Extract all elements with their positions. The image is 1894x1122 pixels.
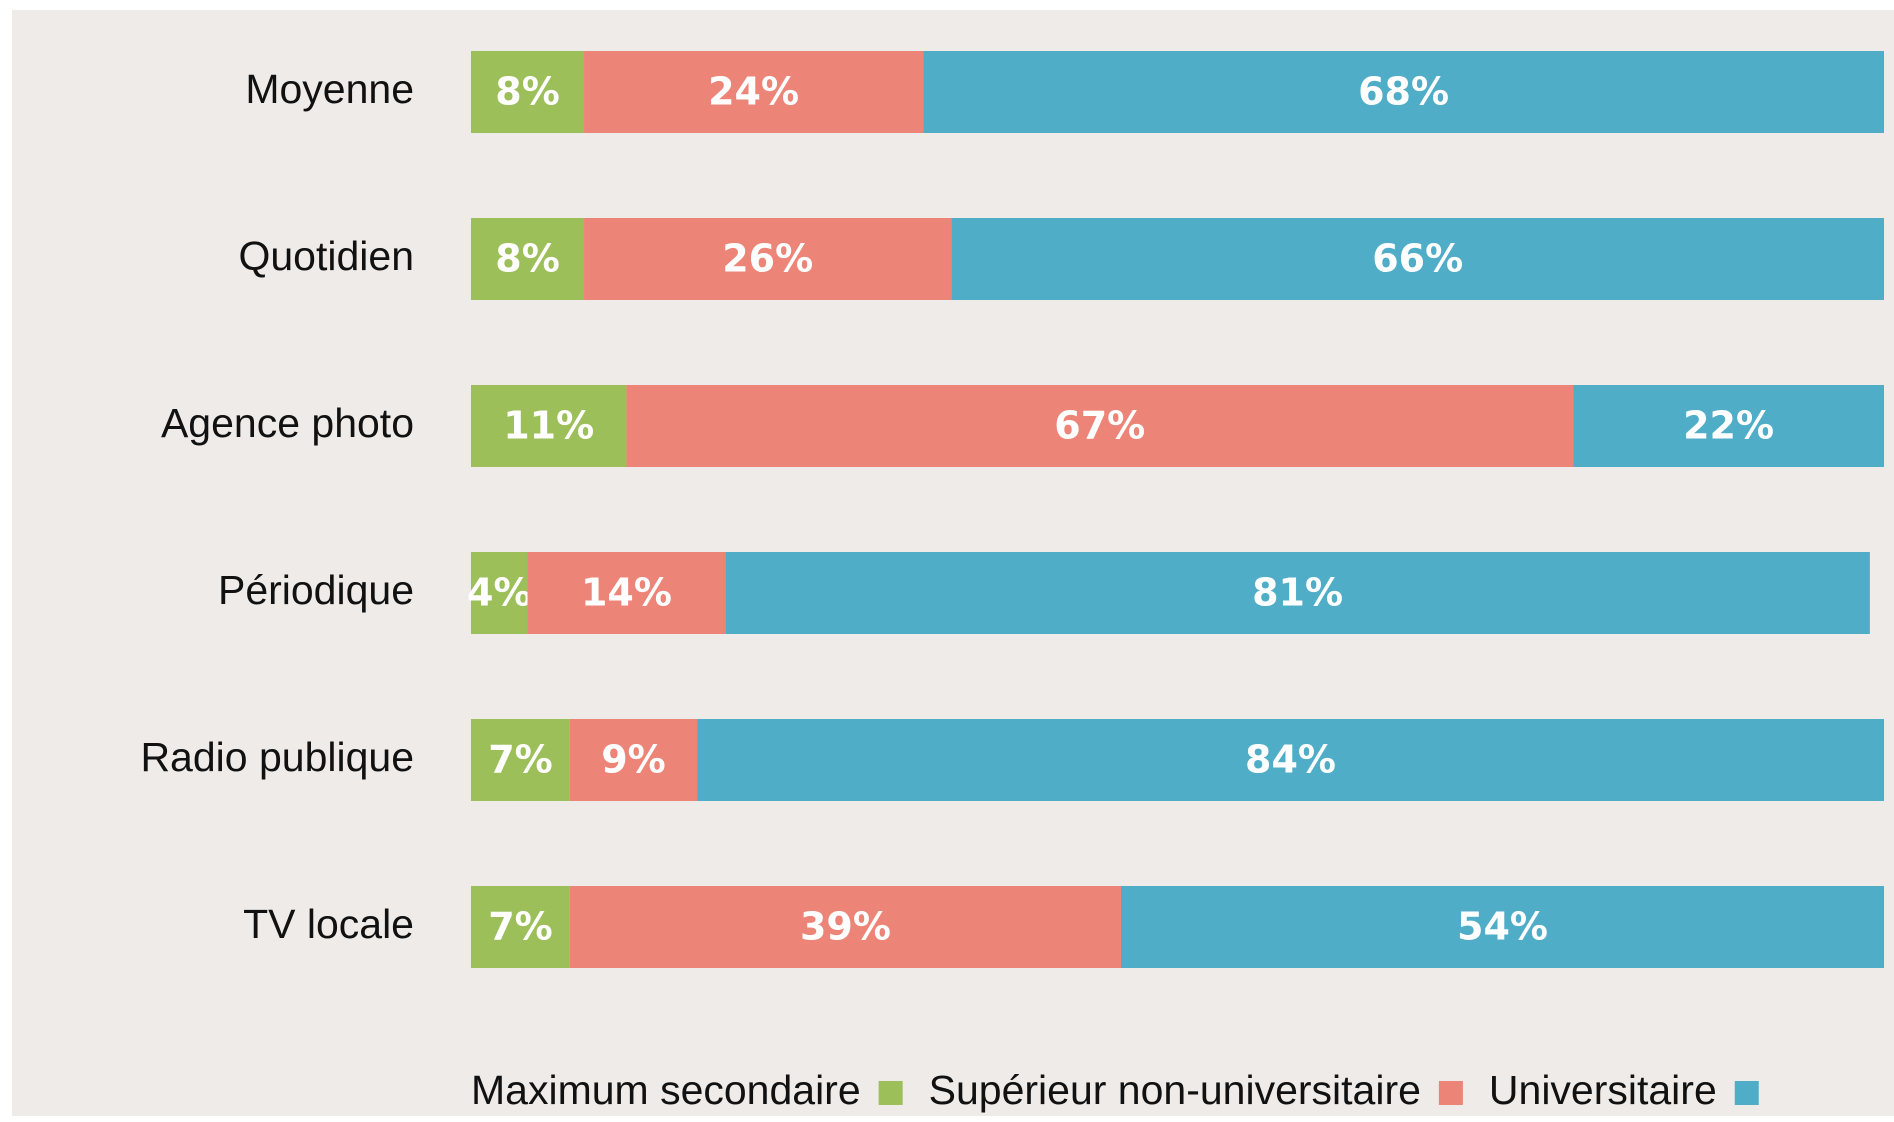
bar-segment — [471, 218, 585, 300]
category-label: Périodique — [218, 567, 414, 613]
bar-segment — [1120, 886, 1884, 968]
bar-segment — [569, 886, 1121, 968]
legend-swatch — [1438, 1081, 1463, 1105]
value-label: 14% — [581, 571, 672, 615]
value-label: 66% — [1372, 237, 1463, 281]
bar-segment — [697, 719, 1884, 801]
category-label: Moyenne — [245, 66, 414, 112]
bar-segment — [569, 719, 698, 801]
bar-segment — [471, 886, 570, 968]
legend-swatch — [1734, 1081, 1759, 1105]
category-label: Radio publique — [140, 734, 414, 780]
bar-segment — [626, 385, 1574, 467]
bar-segment — [471, 51, 585, 133]
bar-segment — [951, 218, 1884, 300]
value-label: 81% — [1252, 571, 1343, 615]
bar-segment — [725, 552, 1870, 634]
category-label: Agence photo — [161, 400, 414, 446]
value-label: 39% — [800, 905, 891, 949]
category-label: Quotidien — [238, 233, 414, 279]
legend-swatch — [878, 1081, 903, 1105]
value-label: 8% — [495, 70, 560, 114]
bar-segment — [471, 552, 528, 634]
value-label: 26% — [722, 237, 813, 281]
bar-segment — [527, 552, 726, 634]
legend-label: Universitaire — [1489, 1067, 1717, 1113]
legend-label: Maximum secondaire — [471, 1067, 861, 1113]
value-label: 7% — [488, 738, 553, 782]
bar-segment — [471, 385, 627, 467]
bar-segment — [584, 218, 952, 300]
bar-segment — [471, 719, 570, 801]
value-label: 67% — [1054, 404, 1145, 448]
value-label: 24% — [708, 70, 799, 114]
value-label: 84% — [1245, 738, 1336, 782]
value-label: 68% — [1358, 70, 1449, 114]
value-label: 9% — [601, 738, 666, 782]
value-label: 7% — [488, 905, 553, 949]
value-label: 22% — [1683, 404, 1774, 448]
bar-segment — [584, 51, 924, 133]
value-label: 11% — [503, 404, 594, 448]
bar-segment — [1573, 385, 1884, 467]
value-label: 8% — [495, 237, 560, 281]
category-label: TV locale — [243, 901, 414, 947]
bar-segment — [923, 51, 1884, 133]
value-label: 54% — [1457, 905, 1548, 949]
value-label: 4% — [467, 571, 532, 615]
legend-label: Supérieur non-universitaire — [929, 1067, 1421, 1113]
